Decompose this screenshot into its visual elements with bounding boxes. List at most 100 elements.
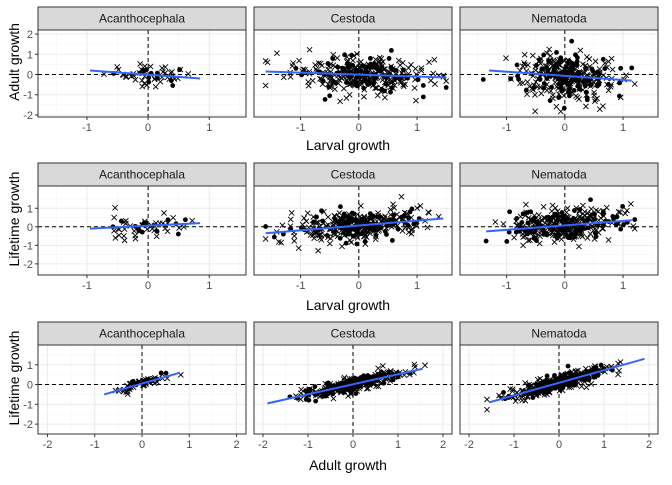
data-point-dot [356,225,362,231]
data-point-cross [585,376,592,383]
data-point-cross [608,81,615,88]
data-point-cross [558,236,565,243]
data-point-cross [532,108,539,115]
data-point-cross [525,237,532,244]
data-point-cross [408,227,415,234]
data-point-dot [327,93,333,99]
data-point-cross [264,59,271,66]
data-point-cross [608,55,615,62]
x-tick-label: -1 [296,122,306,134]
data-point-cross [408,61,414,68]
x-tick-label: 0 [356,122,362,134]
data-point-cross [375,212,382,219]
data-point-cross [581,208,588,215]
data-point-cross [387,206,394,213]
data-point-cross [331,86,338,93]
data-point-cross [565,217,572,224]
data-point-cross [315,60,322,67]
data-point-dot [480,77,486,82]
data-point-cross [370,228,377,235]
x-tick-label: 0 [556,439,562,451]
data-point-cross [350,52,357,59]
y-tick-label: 1 [27,49,33,61]
data-point-dot [539,66,545,72]
panel-2-acanthocephala: Acanthocephala -1 0 1 -2 -1 0 1 [23,162,247,292]
data-point-cross [556,217,562,224]
data-point-cross [527,237,533,244]
data-point-cross [383,225,390,231]
data-point-dot [513,229,519,235]
data-point-cross [160,69,166,75]
data-point-cross [343,77,350,84]
data-point-cross [546,46,553,53]
data-point-cross [372,236,379,243]
x-tick-label: 0 [145,280,151,292]
x-tick-label: -1 [303,439,313,451]
data-point-dot [573,226,579,232]
data-point-cross [605,237,612,243]
data-point-dot [618,65,624,71]
data-point-cross [362,233,369,239]
data-point-cross [347,237,353,244]
panel-border [253,185,453,276]
data-point-cross [484,396,490,403]
data-point-cross [556,91,562,98]
data-point-cross [562,233,569,239]
data-point-dot [155,70,160,76]
panel-border [253,29,453,118]
data-point-cross [391,204,398,211]
data-point-cross [582,62,589,69]
data-point-cross [139,83,146,90]
x-tick-label: -1 [502,280,512,292]
data-point-dot [556,95,562,100]
facet-strip-label: Cestoda [331,12,376,26]
y-tick-label: 1 [27,203,33,215]
data-point-dot [614,214,620,220]
data-point-cross [180,223,187,230]
regression-line [489,69,632,82]
y-tick-label: -1 [23,399,33,411]
data-point-dot [399,214,404,220]
data-point-cross [325,214,331,220]
data-point-cross [343,95,350,102]
data-point-cross [567,80,574,87]
data-point-cross [503,55,509,62]
data-point-cross [405,65,412,71]
data-point-cross [521,51,528,58]
data-point-cross [525,214,532,221]
data-point-cross [617,209,624,216]
data-point-cross [315,247,322,254]
data-point-dot [392,75,398,81]
data-point-cross [417,203,424,209]
data-point-dot [443,85,449,90]
data-point-dot [330,56,336,61]
panel-3-cestoda: Cestoda -2 -1 0 1 2 [253,321,453,451]
data-point-dot [146,75,152,81]
data-point-dot [620,204,626,209]
y-tick-label: 0 [27,70,33,82]
data-point-cross [535,389,541,395]
data-point-cross [600,207,607,214]
data-point-dot [393,68,399,73]
data-point-cross [350,82,357,89]
data-point-cross [511,234,518,241]
data-point-cross [422,362,428,369]
data-point-cross [524,393,531,399]
x-tick-label: 0 [139,439,145,451]
data-point-dot [564,227,569,233]
x-tick-label: 0 [562,280,568,292]
data-point-dot [360,63,366,69]
data-point-dot [587,77,592,83]
data-point-cross [114,63,121,70]
x-tick-label: 1 [206,280,212,292]
data-point-cross [395,57,402,64]
data-point-cross [362,232,369,238]
y-tick-label: -1 [23,90,33,102]
data-point-cross [549,62,556,69]
data-point-cross [583,92,590,98]
data-point-dot [528,209,534,215]
data-point-cross [517,213,524,220]
data-point-cross [538,90,545,97]
data-point-dot [602,66,608,71]
data-point-cross [595,208,602,215]
